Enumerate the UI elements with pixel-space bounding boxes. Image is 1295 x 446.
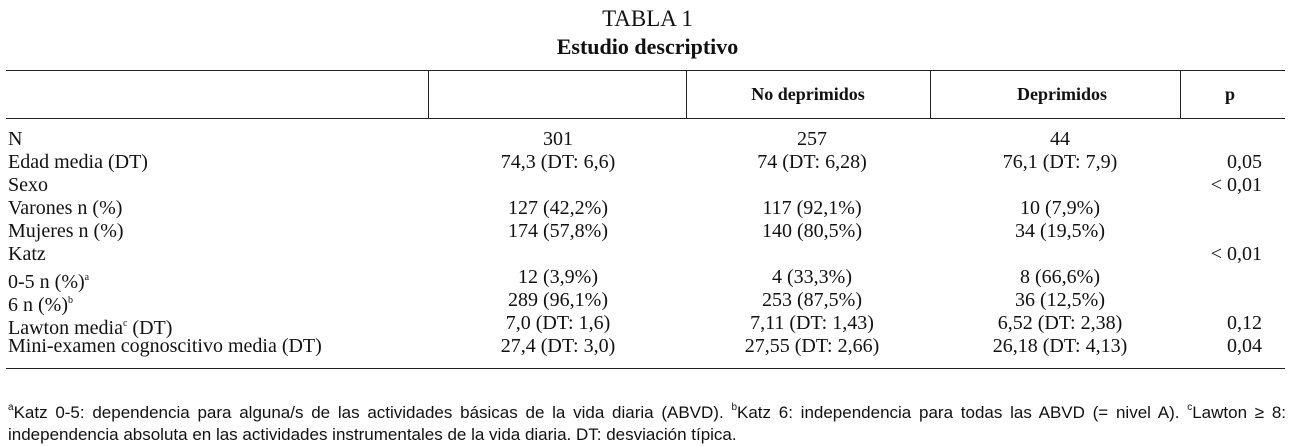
table-cell: 0,05: [1227, 151, 1262, 173]
table-cell: 140 (80,5%): [762, 220, 862, 242]
table-cell: 174 (57,8%): [508, 220, 608, 242]
rule: [6, 70, 1285, 71]
footnote-marker: b: [731, 402, 737, 413]
table-cell: 76,1 (DT: 7,9): [1002, 151, 1118, 173]
footnote-text: Katz 0-5: dependencia para alguna/s de l…: [13, 403, 724, 422]
row-label-text: Mujeres n (%): [8, 220, 124, 242]
footnote-marker: c: [122, 318, 128, 329]
table-cell: 44: [1050, 128, 1070, 150]
table-cell: 289 (96,1%): [508, 289, 608, 311]
column-divider: [686, 70, 687, 118]
row-label: N: [8, 128, 22, 151]
table-cell: < 0,01: [1210, 243, 1262, 265]
table-cell: 301: [543, 128, 573, 150]
table-cell: 36 (12,5%): [1015, 289, 1105, 311]
row-label: 6 n (%)b: [8, 289, 73, 317]
table-cell: 127 (42,2%): [508, 197, 608, 219]
row-label: Mini-examen cognoscitivo media (DT): [8, 335, 322, 358]
table-cell: < 0,01: [1210, 174, 1262, 196]
table-cell: 26,18 (DT: 4,13): [992, 335, 1128, 357]
footnote-marker: c: [1187, 402, 1193, 413]
table-title: TABLA 1: [602, 6, 693, 31]
table-cell: 0,04: [1227, 335, 1262, 357]
table-cell: 6,52 (DT: 2,38): [997, 312, 1123, 334]
row-label-text: Lawton media: [8, 317, 123, 339]
row-label-text: (DT): [132, 317, 173, 339]
column-header: Deprimidos: [1017, 84, 1107, 104]
table-cell: 74 (DT: 6,28): [757, 151, 867, 173]
rule: [6, 368, 1285, 369]
rule: [6, 118, 1285, 119]
row-label: Katz: [8, 243, 46, 266]
row-label-text: 6 n (%): [8, 294, 68, 316]
row-label-text: Varones n (%): [8, 197, 123, 219]
row-label: 0-5 n (%)a: [8, 266, 89, 294]
column-divider: [1180, 70, 1181, 118]
footnote-text: Katz 6: independencia para todas las ABV…: [737, 403, 1180, 422]
row-label-text: Sexo: [8, 174, 48, 196]
table-cell: 8 (66,6%): [1020, 266, 1100, 288]
row-label: Lawton mediac (DT): [8, 312, 172, 340]
table-cell: 27,55 (DT: 2,66): [744, 335, 880, 357]
footnote-marker: a: [8, 402, 14, 413]
footnotes: aKatz 0-5: dependencia para alguna/s de …: [8, 397, 1286, 446]
table-cell: 7,0 (DT: 1,6): [505, 312, 611, 334]
footnote-marker: a: [84, 272, 90, 283]
column-divider: [428, 70, 429, 118]
table-cell: 117 (92,1%): [762, 197, 862, 219]
row-label-text: N: [8, 128, 23, 150]
table-cell: 27,4 (DT: 3,0): [500, 335, 616, 357]
table-subtitle: Estudio descriptivo: [556, 34, 739, 59]
row-label-text: 0-5 n (%): [8, 271, 85, 293]
column-header: p: [1224, 84, 1236, 104]
column-divider: [930, 70, 931, 118]
row-label-text: Katz: [8, 243, 46, 265]
footnote-marker: b: [67, 295, 73, 306]
table-cell: 74,3 (DT: 6,6): [500, 151, 616, 173]
row-label-text: Mini-examen cognoscitivo media (DT): [8, 335, 322, 357]
row-label: Sexo: [8, 174, 48, 197]
table-cell: 257: [797, 128, 827, 150]
table-cell: 0,12: [1227, 312, 1262, 334]
footnote-text: Lawton ≥ 8: independencia absoluta en la…: [8, 403, 1287, 444]
table-cell: 253 (87,5%): [762, 289, 862, 311]
table-cell: 34 (19,5%): [1015, 220, 1105, 242]
table-cell: 7,11 (DT: 1,43): [750, 312, 874, 334]
table-cell: 12 (3,9%): [518, 266, 598, 288]
row-label: Edad media (DT): [8, 151, 148, 174]
row-label-text: Edad media (DT): [8, 151, 148, 173]
column-header: No deprimidos: [751, 84, 865, 104]
row-label: Varones n (%): [8, 197, 122, 220]
table-cell: 10 (7,9%): [1020, 197, 1100, 219]
table-cell: 4 (33,3%): [772, 266, 852, 288]
row-label: Mujeres n (%): [8, 220, 124, 243]
